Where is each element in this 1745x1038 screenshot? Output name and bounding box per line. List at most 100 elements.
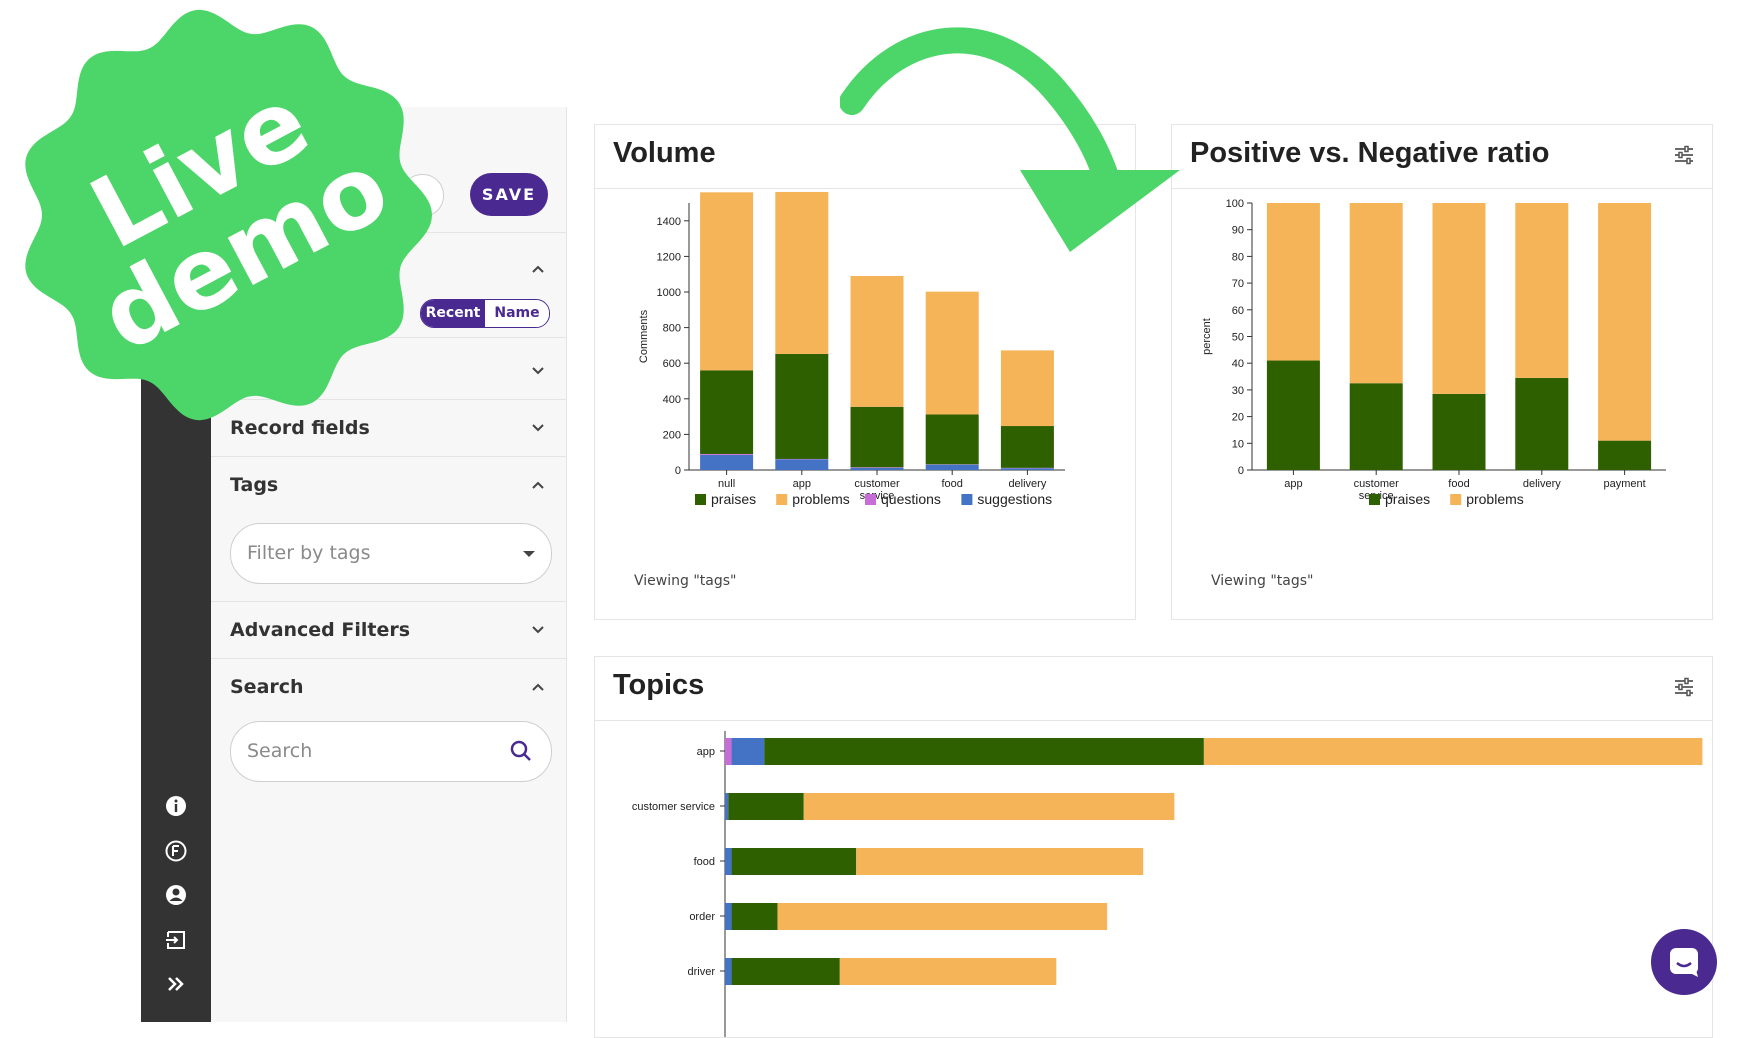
bar-problems	[1204, 738, 1703, 765]
topics-chart: app customer service food order driver	[595, 721, 1712, 1037]
x-tick-label: payment	[1603, 478, 1645, 490]
chevron-up-icon[interactable]	[532, 263, 544, 275]
search-input[interactable]: Search	[230, 721, 552, 782]
chevron-down-icon[interactable]	[532, 365, 544, 377]
tags-section: Tags Filter by tags	[211, 456, 566, 601]
chevron-up-icon[interactable]	[532, 681, 544, 693]
save-button[interactable]: SAVE	[470, 173, 548, 216]
settings-sliders-icon[interactable]	[1674, 677, 1694, 697]
legend-label: problems	[792, 491, 850, 507]
bar-praises	[764, 738, 1204, 765]
card-title: Positive vs. Negative ratio	[1190, 137, 1549, 170]
bar-problems	[926, 292, 979, 415]
y-tick-label: 800	[663, 323, 681, 335]
x-tick-label: null	[718, 478, 735, 490]
bar-problems	[1350, 203, 1403, 383]
y-tick-label: app	[697, 746, 715, 758]
viewing-label: Viewing "tags"	[1211, 573, 1313, 589]
x-tick-label: food	[1448, 478, 1469, 490]
curved-arrow-graphic	[840, 20, 1190, 290]
bar-problems	[700, 192, 753, 370]
info-icon[interactable]	[141, 795, 211, 826]
legend-label: problems	[1466, 491, 1524, 507]
legend-swatch	[776, 494, 787, 505]
bar-problems	[840, 958, 1056, 985]
user-icon[interactable]	[141, 884, 211, 915]
section-label: Search	[230, 676, 304, 698]
legend-label: praises	[711, 491, 756, 507]
bar-suggestions	[725, 903, 732, 930]
bar-praises	[700, 370, 753, 454]
tags-filter-select[interactable]: Filter by tags	[230, 523, 552, 584]
y-tick-label: 70	[1232, 278, 1244, 290]
chat-launcher-button[interactable]	[1651, 929, 1717, 995]
y-tick-label: customer service	[632, 801, 715, 813]
double-chevron-icon[interactable]	[141, 973, 211, 1004]
chevron-down-icon[interactable]	[532, 624, 544, 636]
search-icon[interactable]	[509, 739, 533, 763]
legend-swatch	[961, 494, 972, 505]
settings-sliders-icon[interactable]	[1674, 145, 1694, 165]
card-header: Positive vs. Negative ratio	[1172, 125, 1712, 189]
f-circle-icon[interactable]	[141, 840, 211, 871]
bar-questions	[851, 467, 904, 468]
x-tick-label: delivery	[1523, 478, 1561, 490]
bar-praises	[732, 903, 778, 930]
card-header: Topics	[595, 657, 1712, 721]
bar-suggestions	[700, 455, 753, 470]
live-demo-badge: Live demo	[0, 0, 450, 430]
x-tick-label: app	[793, 478, 811, 490]
x-tick-label: customer	[854, 478, 900, 490]
x-tick-label: food	[941, 478, 962, 490]
bar-suggestions	[725, 848, 732, 875]
bar-questions	[725, 738, 732, 765]
y-tick-label: order	[689, 911, 715, 923]
bar-suggestions	[926, 465, 979, 470]
y-tick-label: 0	[675, 465, 681, 477]
bar-praises	[775, 354, 828, 459]
card-title: Volume	[613, 137, 716, 170]
bar-problems	[856, 848, 1143, 875]
bar-praises	[1350, 383, 1403, 470]
bar-praises	[732, 848, 857, 875]
y-tick-label: 1000	[657, 287, 681, 299]
y-tick-label: 1200	[657, 251, 681, 263]
bar-praises	[732, 958, 840, 985]
y-tick-label: driver	[687, 966, 715, 978]
bar-praises	[1001, 426, 1054, 468]
bar-suggestions	[1001, 468, 1054, 470]
bar-praises	[926, 414, 979, 464]
y-tick-label: 30	[1232, 385, 1244, 397]
bar-problems	[1515, 203, 1568, 378]
y-tick-label: 600	[663, 358, 681, 370]
y-tick-label: 90	[1232, 225, 1244, 237]
search-placeholder: Search	[247, 740, 312, 762]
chevron-up-icon[interactable]	[532, 479, 544, 491]
sort-name[interactable]: Name	[485, 300, 549, 327]
y-tick-label: 60	[1232, 305, 1244, 317]
bar-questions	[700, 454, 753, 455]
bar-praises	[1267, 361, 1320, 470]
bar-problems	[1001, 350, 1054, 426]
y-tick-label: 1400	[657, 216, 681, 228]
chevron-down-icon[interactable]	[532, 422, 544, 434]
y-tick-label: 200	[663, 429, 681, 441]
advanced-filters-section[interactable]: Advanced Filters	[211, 601, 566, 658]
bar-praises	[1598, 441, 1651, 470]
bar-praises	[728, 793, 803, 820]
bar-suggestions	[725, 958, 732, 985]
y-tick-label: food	[694, 856, 715, 868]
y-tick-label: 0	[1238, 465, 1244, 477]
bar-suggestions	[732, 738, 765, 765]
tags-placeholder: Filter by tags	[247, 542, 371, 564]
legend-swatch	[1450, 494, 1461, 505]
search-section: Search Search	[211, 658, 566, 809]
bar-problems	[1267, 203, 1320, 361]
section-label: Tags	[230, 474, 278, 496]
y-tick-label: 100	[1226, 198, 1244, 210]
bar-suggestions	[775, 459, 828, 470]
legend-label: praises	[1385, 491, 1430, 507]
y-axis-label: Comments	[638, 309, 650, 363]
logout-icon[interactable]	[141, 929, 211, 960]
